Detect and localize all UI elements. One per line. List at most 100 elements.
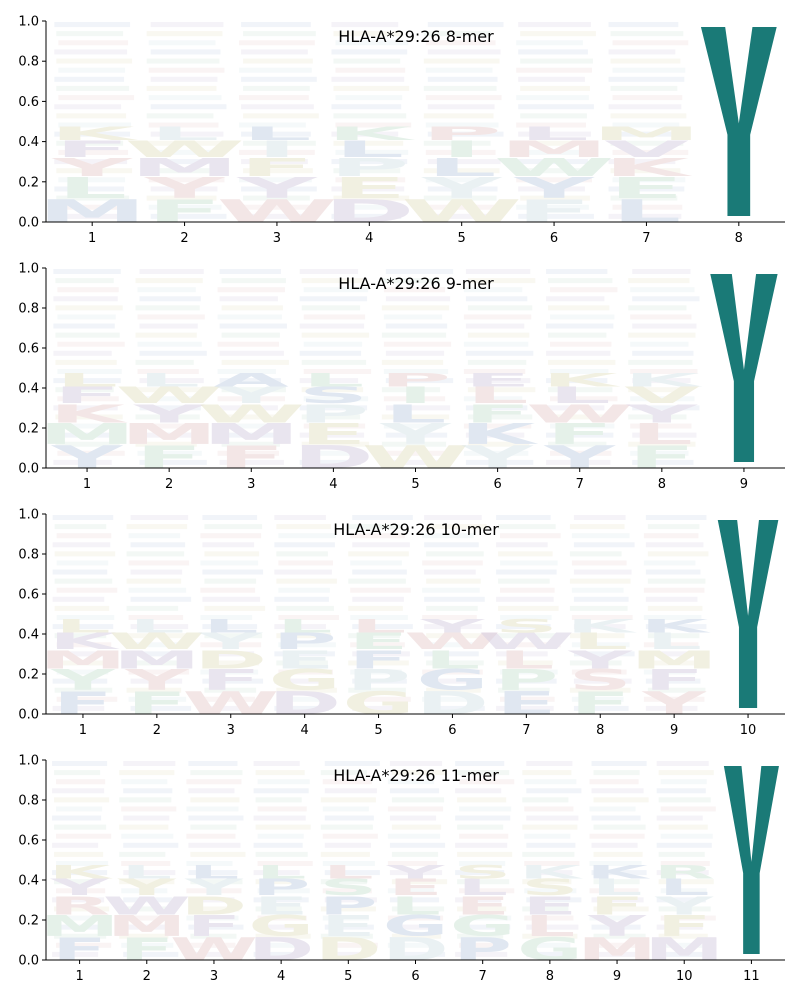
faint-band xyxy=(518,131,591,137)
faint-band xyxy=(391,851,439,857)
faint-band xyxy=(54,851,104,857)
faint-residue-E: E xyxy=(321,911,375,943)
faint-band xyxy=(658,770,714,776)
faint-band xyxy=(350,669,402,675)
faint-band xyxy=(427,131,504,137)
faint-band xyxy=(426,687,481,693)
faint-band xyxy=(186,833,236,839)
faint-band xyxy=(591,897,644,903)
faint-band xyxy=(387,915,444,921)
faint-band xyxy=(463,369,526,374)
faint-band xyxy=(645,705,698,711)
faint-band xyxy=(299,432,365,438)
faint-band xyxy=(53,296,118,302)
logo-panel-4: FMRYKFMWYLWFDYLDGEPLDEPSLDGLEYPGELSGLESK… xyxy=(18,754,785,984)
faint-residue-W: W xyxy=(124,137,245,163)
faint-band xyxy=(241,104,314,110)
faint-residue-L: L xyxy=(498,646,554,675)
faint-band xyxy=(55,278,114,284)
faint-band xyxy=(57,396,119,402)
faint-band xyxy=(204,660,260,666)
faint-band xyxy=(643,669,696,675)
faint-band xyxy=(52,596,105,602)
faint-band xyxy=(255,906,302,912)
faint-band xyxy=(200,560,259,566)
faint-band xyxy=(500,615,552,620)
faint-band xyxy=(389,788,440,794)
faint-band xyxy=(630,314,692,320)
faint-band xyxy=(550,396,618,402)
faint-band xyxy=(459,942,509,948)
faint-band xyxy=(522,933,578,939)
faint-band xyxy=(257,888,310,894)
faint-band xyxy=(221,414,283,420)
faint-band xyxy=(610,31,684,37)
faint-band xyxy=(546,432,614,438)
faint-band xyxy=(56,587,118,593)
faint-band xyxy=(459,806,512,812)
faint-band xyxy=(630,287,695,293)
faint-band xyxy=(612,204,683,210)
faint-band xyxy=(656,788,706,794)
faint-band xyxy=(424,542,479,548)
faint-band xyxy=(54,879,101,885)
faint-band xyxy=(241,49,308,55)
faint-residue-L: L xyxy=(425,646,481,675)
x-tick-label: 2 xyxy=(180,231,188,246)
faint-band xyxy=(550,314,615,320)
faint-band xyxy=(52,951,99,957)
x-tick-label: 4 xyxy=(277,969,285,984)
faint-band xyxy=(241,186,317,192)
faint-band xyxy=(202,651,255,657)
faint-band xyxy=(241,159,308,165)
faint-band xyxy=(383,396,446,402)
faint-band xyxy=(186,915,239,921)
faint-band xyxy=(241,131,311,137)
faint-band xyxy=(422,642,474,648)
faint-band xyxy=(516,67,592,73)
faint-band xyxy=(54,906,110,912)
faint-residue-V: V xyxy=(604,137,689,163)
faint-residue-Y: Y xyxy=(144,172,226,205)
faint-band xyxy=(128,696,187,702)
faint-band xyxy=(57,369,122,374)
faint-band xyxy=(274,705,329,711)
faint-residue-K: K xyxy=(460,418,539,451)
faint-band xyxy=(335,177,406,183)
faint-band xyxy=(221,305,283,311)
faint-band xyxy=(54,213,122,219)
faint-band xyxy=(146,113,214,119)
faint-band xyxy=(352,515,413,520)
faint-band xyxy=(352,678,407,684)
faint-residue-E: E xyxy=(464,369,530,391)
faint-band xyxy=(518,186,585,192)
faint-band xyxy=(656,951,712,957)
faint-band xyxy=(253,870,300,876)
faint-band xyxy=(200,615,253,620)
faint-band xyxy=(190,851,246,857)
faint-band xyxy=(610,140,684,146)
faint-band xyxy=(57,314,116,320)
faint-band xyxy=(52,651,111,657)
faint-band xyxy=(457,797,507,803)
faint-band xyxy=(465,296,528,302)
faint-band xyxy=(139,378,204,384)
faint-residue-W: W xyxy=(116,383,223,408)
faint-band xyxy=(350,696,411,702)
faint-band xyxy=(53,323,115,329)
dominant-residue-y xyxy=(700,27,777,216)
faint-band xyxy=(135,332,197,338)
faint-band xyxy=(591,761,647,766)
faint-band xyxy=(324,842,371,848)
faint-band xyxy=(278,615,339,620)
y-tick-label: 0.8 xyxy=(18,302,39,317)
faint-band xyxy=(522,797,569,803)
faint-band xyxy=(146,85,217,91)
faint-band xyxy=(426,524,487,530)
faint-residue-F: F xyxy=(657,911,711,943)
faint-band xyxy=(571,696,624,702)
faint-band xyxy=(56,888,106,894)
faint-band xyxy=(647,578,706,584)
logo-panel-1: MLYFKFYMWLWYFILDEPLKWYLIPFYWMLLEKVM0.00.… xyxy=(18,15,785,246)
